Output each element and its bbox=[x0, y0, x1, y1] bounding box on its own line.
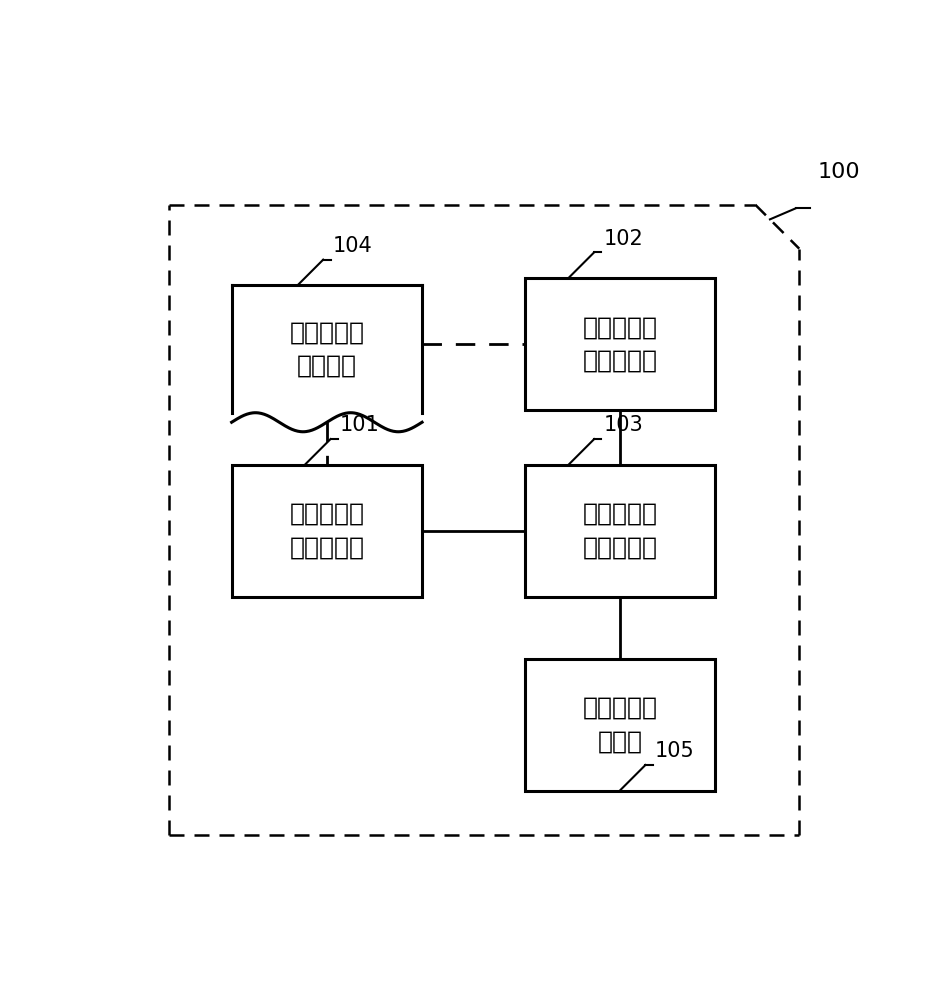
Text: 折算放电次
数计算模块: 折算放电次 数计算模块 bbox=[582, 315, 657, 373]
Bar bbox=[524, 659, 715, 791]
Text: 101: 101 bbox=[340, 415, 379, 435]
Text: 100: 100 bbox=[817, 162, 859, 182]
Text: 102: 102 bbox=[603, 229, 643, 249]
Polygon shape bbox=[231, 285, 422, 432]
Text: 剩余电量计
算模块: 剩余电量计 算模块 bbox=[582, 696, 657, 753]
Bar bbox=[524, 278, 715, 410]
Text: 103: 103 bbox=[603, 415, 643, 435]
Text: 104: 104 bbox=[332, 236, 372, 256]
Text: 健康状态参
数计算模块: 健康状态参 数计算模块 bbox=[582, 502, 657, 559]
Bar bbox=[231, 465, 422, 597]
Text: 105: 105 bbox=[654, 741, 694, 761]
Text: 充放电信息
记录文件: 充放电信息 记录文件 bbox=[289, 320, 364, 378]
Text: 折算充电次
数计算模块: 折算充电次 数计算模块 bbox=[289, 502, 364, 559]
Bar bbox=[524, 465, 715, 597]
